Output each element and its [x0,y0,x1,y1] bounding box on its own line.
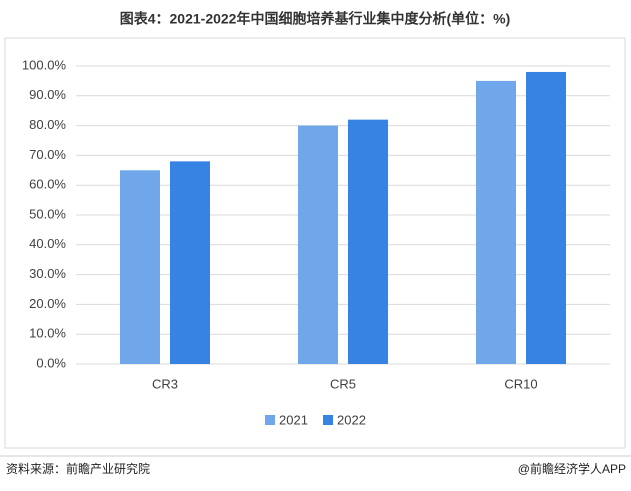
chart-title: 图表4：2021-2022年中国细胞培养基行业集中度分析(单位：%) [120,11,511,27]
x-tick-label: CR5 [330,376,356,391]
legend-swatch [323,415,333,425]
y-tick-label: 100.0% [22,57,67,72]
y-tick-label: 50.0% [29,206,66,221]
legend-label: 2021 [279,412,308,427]
source: 资料来源：前瞻产业研究院 [6,461,150,476]
y-tick-label: 80.0% [29,117,66,132]
bar [476,80,516,365]
y-tick-label: 70.0% [29,147,66,162]
bar [120,170,160,364]
y-tick-label: 20.0% [29,296,66,311]
y-tick-label: 90.0% [29,87,66,102]
y-tick-label: 10.0% [29,326,66,341]
x-tick-label: CR3 [152,376,178,391]
y-tick-label: 60.0% [29,177,66,192]
bar [298,125,338,364]
legend-swatch [265,415,275,425]
y-tick-label: 30.0% [29,266,66,281]
x-tick-label: CR10 [504,376,537,391]
bar [170,161,210,364]
credit: @前瞻经济学人APP [518,461,626,476]
chart-frame [4,37,626,449]
y-tick-label: 40.0% [29,236,66,251]
y-tick-label: 0.0% [36,355,66,370]
bar [526,71,566,365]
legend-label: 2022 [337,412,366,427]
bar [348,119,388,364]
